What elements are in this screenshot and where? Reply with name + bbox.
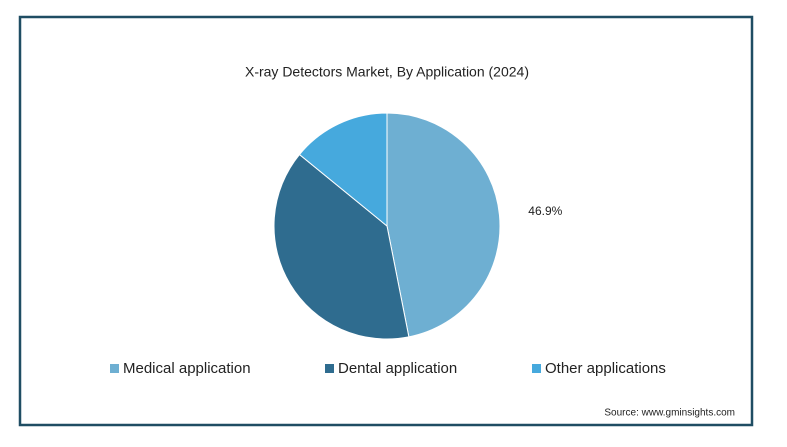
data-label: 46.9% xyxy=(528,204,562,218)
legend-label: Other applications xyxy=(545,360,666,377)
chart-title: X-ray Detectors Market, By Application (… xyxy=(245,64,529,80)
source: Source: www.gminsights.com xyxy=(604,408,735,419)
legend-label: Medical application xyxy=(123,360,251,377)
pie-slice xyxy=(386,112,501,338)
pie-slice xyxy=(273,153,410,340)
legend-label: Dental application xyxy=(338,360,457,377)
legend-swatch xyxy=(532,364,541,373)
legend-swatch xyxy=(325,364,334,373)
pie-slice xyxy=(298,112,388,228)
legend-swatch xyxy=(110,364,119,373)
